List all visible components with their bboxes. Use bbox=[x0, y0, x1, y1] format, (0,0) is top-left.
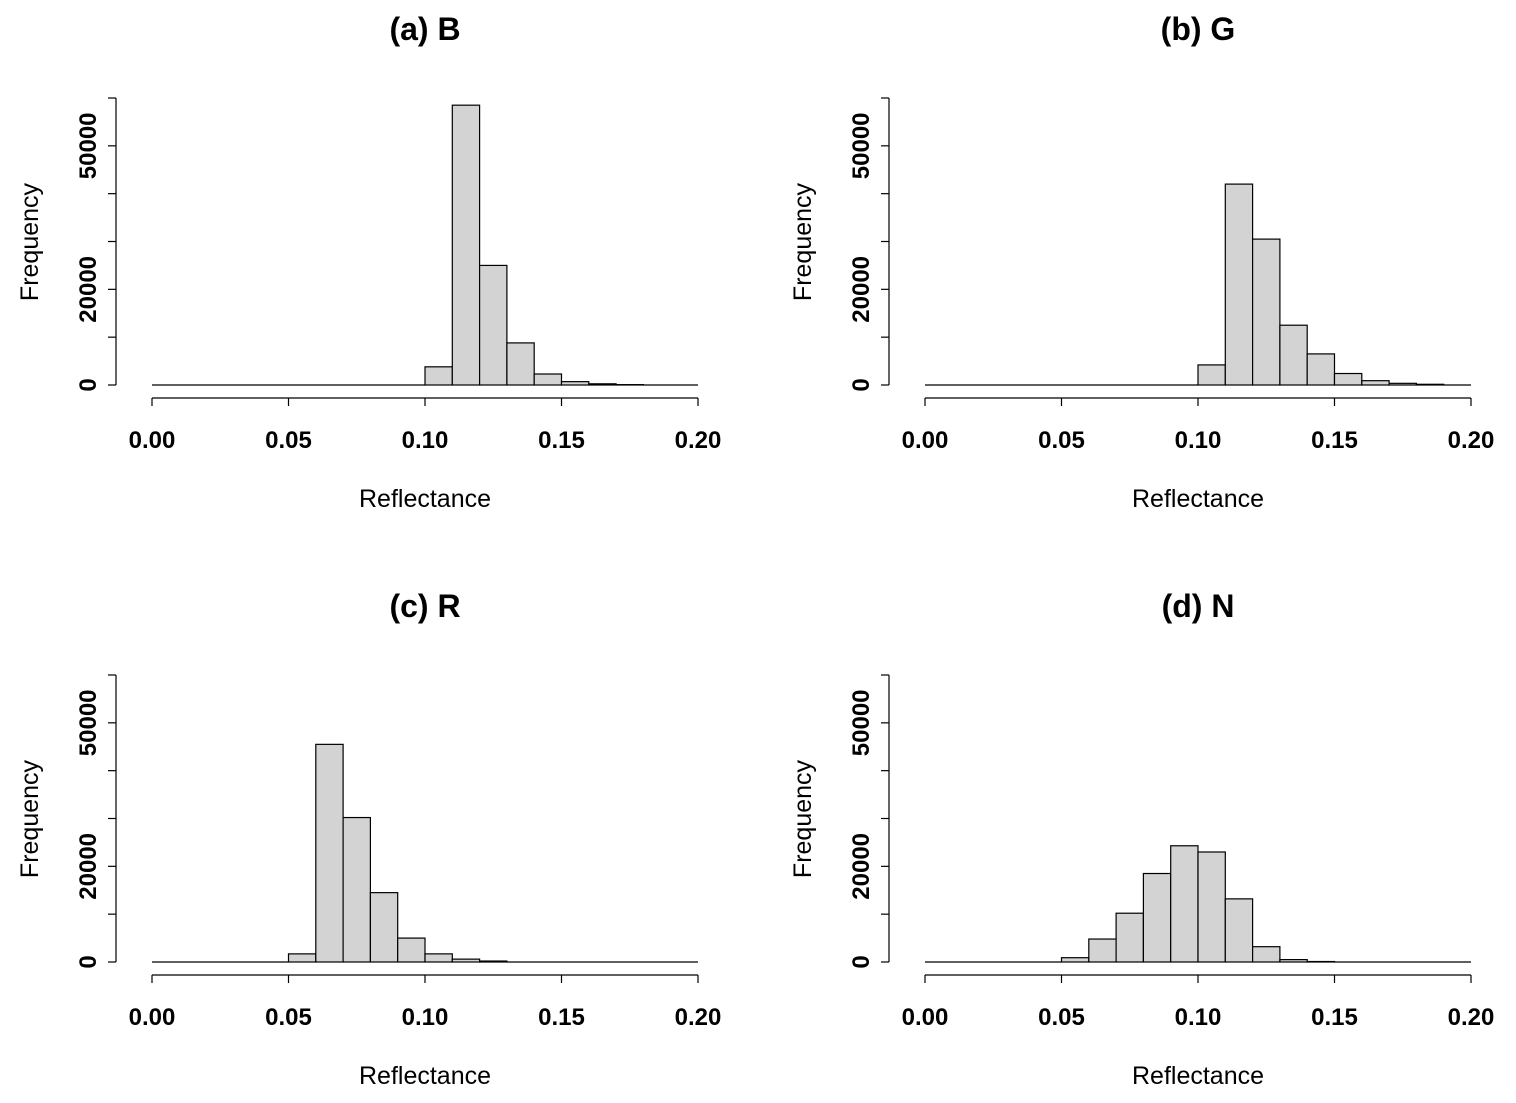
panel-d-bar bbox=[1060, 957, 1090, 963]
panel-b-x-axis: 0.00 0.05 0.10 0.15 0.20 bbox=[902, 397, 1495, 454]
panel-a-bar bbox=[533, 373, 563, 386]
panel-c-y-tick-label: 0 bbox=[75, 955, 102, 968]
panel-b-ylabel: Frequency bbox=[789, 182, 817, 301]
panel-d-title: (d) N bbox=[1162, 588, 1235, 624]
panel-d-x-tick-label: 0.15 bbox=[1311, 1004, 1358, 1031]
panel-d-bar bbox=[1279, 959, 1308, 963]
panel-c-bar bbox=[342, 816, 372, 963]
panel-a-ylabel: Frequency bbox=[16, 182, 44, 301]
panel-b-x-tick-label: 0.05 bbox=[1038, 427, 1085, 454]
panel-d-bar bbox=[1115, 912, 1145, 963]
panel-d-x-axis: 0.00 0.05 0.10 0.15 0.20 bbox=[902, 974, 1495, 1031]
panel-b-x-tick-label: 0.00 bbox=[902, 427, 949, 454]
panel-b-x-tick-label: 0.20 bbox=[1448, 427, 1495, 454]
panel-c-ylabel: Frequency bbox=[16, 759, 44, 878]
panel-d-x-tick-label: 0.10 bbox=[1175, 1004, 1222, 1031]
panel-c-y-tick-label: 50000 bbox=[75, 689, 102, 756]
panel-a-xlabel: Reflectance bbox=[359, 485, 491, 513]
panel-c-bar bbox=[479, 960, 508, 963]
panel-c-bar bbox=[424, 953, 453, 963]
panel-d: (d) N Reflectance Frequency 0.00 0.05 0.10… bbox=[789, 588, 1494, 1090]
panel-c-x-axis: 0.00 0.05 0.10 0.15 0.20 bbox=[129, 974, 722, 1031]
panel-a-x-tick-label: 0.05 bbox=[265, 427, 312, 454]
panel-c-bar bbox=[451, 958, 481, 963]
panel-a-y-axis: 0 20000 50000 bbox=[75, 97, 117, 392]
panel-d-xlabel: Reflectance bbox=[1132, 1062, 1264, 1090]
panel-d-bars bbox=[925, 845, 1471, 963]
panel-a-x-tick-label: 0.10 bbox=[402, 427, 449, 454]
panel-d-x-tick-label: 0.20 bbox=[1448, 1004, 1495, 1031]
panel-c-x-tick-label: 0.15 bbox=[538, 1004, 585, 1031]
panel-b: (b) G Reflectance Frequency 0.00 0.05 0.10… bbox=[789, 11, 1494, 513]
panel-b-y-tick-label: 50000 bbox=[848, 112, 875, 179]
panel-c-y-tick-label: 20000 bbox=[75, 833, 102, 900]
panel-b-bar bbox=[1279, 324, 1308, 386]
panel-a-x-axis: 0.00 0.05 0.10 0.15 0.20 bbox=[129, 397, 722, 454]
panel-c-bars bbox=[152, 743, 698, 963]
panel-c-x-tick-label: 0.00 bbox=[129, 1004, 176, 1031]
panel-a-bar bbox=[479, 264, 508, 386]
panel-b-bar bbox=[1415, 383, 1445, 386]
panel-b-bar bbox=[1361, 380, 1390, 386]
panel-d-bar bbox=[1252, 946, 1281, 963]
panel-c-y-axis: 0 20000 50000 bbox=[75, 674, 117, 969]
panel-b-bar bbox=[1306, 353, 1336, 386]
panel-b-y-tick-label: 0 bbox=[848, 378, 875, 391]
panel-b-x-tick-label: 0.10 bbox=[1175, 427, 1222, 454]
panel-c-x-tick-label: 0.10 bbox=[402, 1004, 449, 1031]
panel-d-y-tick-label: 50000 bbox=[848, 689, 875, 756]
panel-a-bar bbox=[424, 366, 453, 386]
panel-d-y-tick-label: 20000 bbox=[848, 833, 875, 900]
panel-d-bar bbox=[1170, 845, 1199, 963]
panel-d-y-axis: 0 20000 50000 bbox=[848, 674, 890, 969]
panel-b-bar bbox=[1252, 238, 1281, 386]
panel-c: (c) R Reflectance Frequency 0.00 0.05 0.10… bbox=[16, 588, 721, 1090]
panel-a-bar bbox=[451, 104, 481, 386]
panel-a-y-tick-label: 0 bbox=[75, 378, 102, 391]
panel-c-bar bbox=[369, 892, 399, 963]
panel-c-bar bbox=[315, 743, 344, 963]
panel-a-y-tick-label: 20000 bbox=[75, 256, 102, 323]
panel-b-title: (b) G bbox=[1161, 11, 1236, 47]
panel-a: (a) B Reflectance Frequency 0.00 0.05 0.10… bbox=[16, 11, 721, 513]
panel-a-y-tick-label: 50000 bbox=[75, 112, 102, 179]
panel-d-bar bbox=[1088, 938, 1117, 963]
panel-b-bar bbox=[1197, 364, 1226, 386]
panel-a-x-tick-label: 0.15 bbox=[538, 427, 585, 454]
panel-b-xlabel: Reflectance bbox=[1132, 485, 1264, 513]
panel-c-x-tick-label: 0.20 bbox=[675, 1004, 722, 1031]
panel-b-x-tick-label: 0.15 bbox=[1311, 427, 1358, 454]
panel-a-bar bbox=[560, 381, 590, 386]
panel-b-bar bbox=[1224, 183, 1254, 386]
panel-d-bar bbox=[1224, 898, 1254, 963]
panel-b-bar bbox=[1333, 372, 1363, 386]
panel-b-bars bbox=[925, 183, 1471, 386]
panel-c-bar bbox=[397, 937, 426, 963]
panel-d-x-tick-label: 0.05 bbox=[1038, 1004, 1085, 1031]
panel-d-x-tick-label: 0.00 bbox=[902, 1004, 949, 1031]
panel-c-x-tick-label: 0.05 bbox=[265, 1004, 312, 1031]
panel-b-bar bbox=[1388, 382, 1417, 386]
panel-c-title: (c) R bbox=[389, 588, 460, 624]
panel-d-ylabel: Frequency bbox=[789, 759, 817, 878]
panel-d-y-tick-label: 0 bbox=[848, 955, 875, 968]
panel-a-bar bbox=[588, 383, 617, 386]
panel-a-bars bbox=[152, 104, 698, 386]
panel-a-title: (a) B bbox=[389, 11, 460, 47]
panel-d-bar bbox=[1197, 851, 1226, 963]
panel-b-y-tick-label: 20000 bbox=[848, 256, 875, 323]
panel-a-x-tick-label: 0.00 bbox=[129, 427, 176, 454]
panel-c-xlabel: Reflectance bbox=[359, 1062, 491, 1090]
panel-a-bar bbox=[506, 342, 535, 386]
panel-b-y-axis: 0 20000 50000 bbox=[848, 97, 890, 392]
panel-a-x-tick-label: 0.20 bbox=[675, 427, 722, 454]
panel-c-bar bbox=[287, 953, 317, 963]
panel-d-bar bbox=[1142, 872, 1172, 963]
